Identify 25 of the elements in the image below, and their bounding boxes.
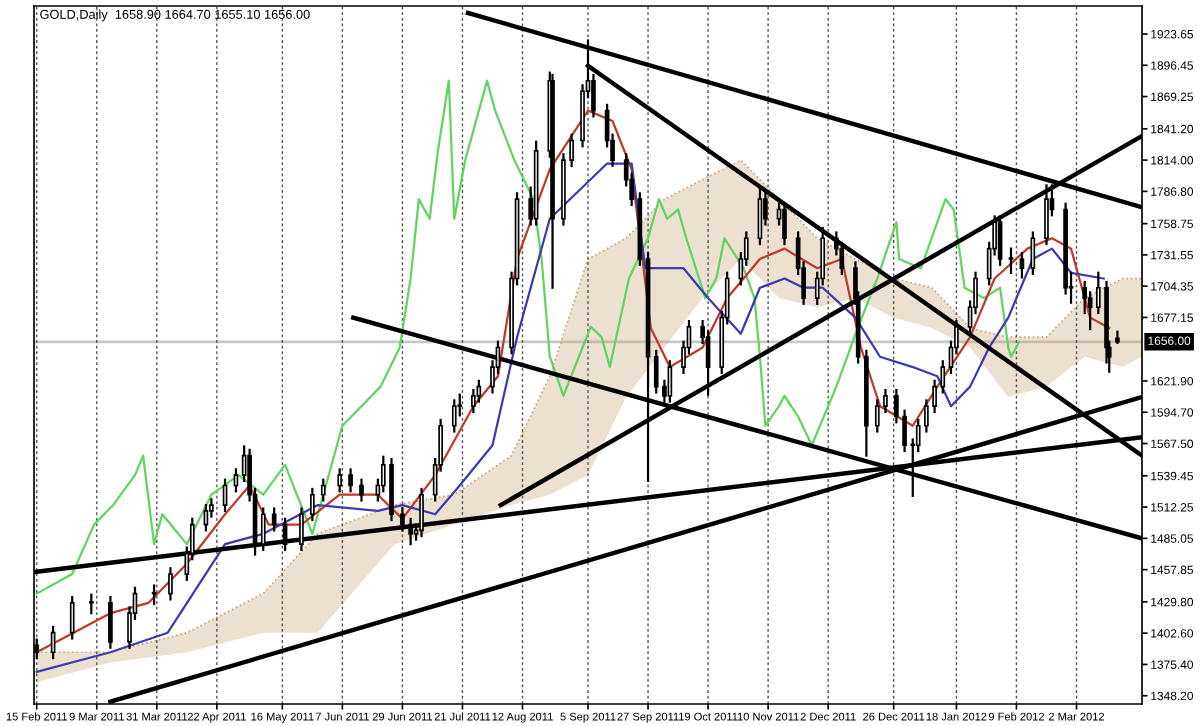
candlestick [1008, 247, 1014, 274]
candlestick [260, 507, 266, 552]
candlestick [400, 507, 405, 532]
candlestick [88, 593, 94, 615]
candlestick [1115, 330, 1120, 344]
candlestick [471, 388, 476, 414]
candlestick [653, 349, 659, 394]
candlestick [451, 399, 457, 433]
candlestick [348, 468, 353, 493]
line-series [35, 79, 1021, 595]
candlestick [299, 507, 304, 552]
candlestick [310, 487, 315, 522]
candlestick [271, 507, 277, 532]
candlestick [782, 202, 787, 246]
candlestick [168, 567, 173, 601]
candlestick [419, 487, 424, 538]
candlestick [408, 517, 413, 546]
candlestick [69, 595, 75, 640]
candlestick [108, 595, 113, 649]
candlestick [337, 468, 342, 493]
candlestick [320, 478, 326, 502]
candlestick [1019, 252, 1025, 279]
candlestick [359, 478, 364, 502]
candlestick [874, 399, 880, 433]
candlestick [233, 468, 239, 493]
